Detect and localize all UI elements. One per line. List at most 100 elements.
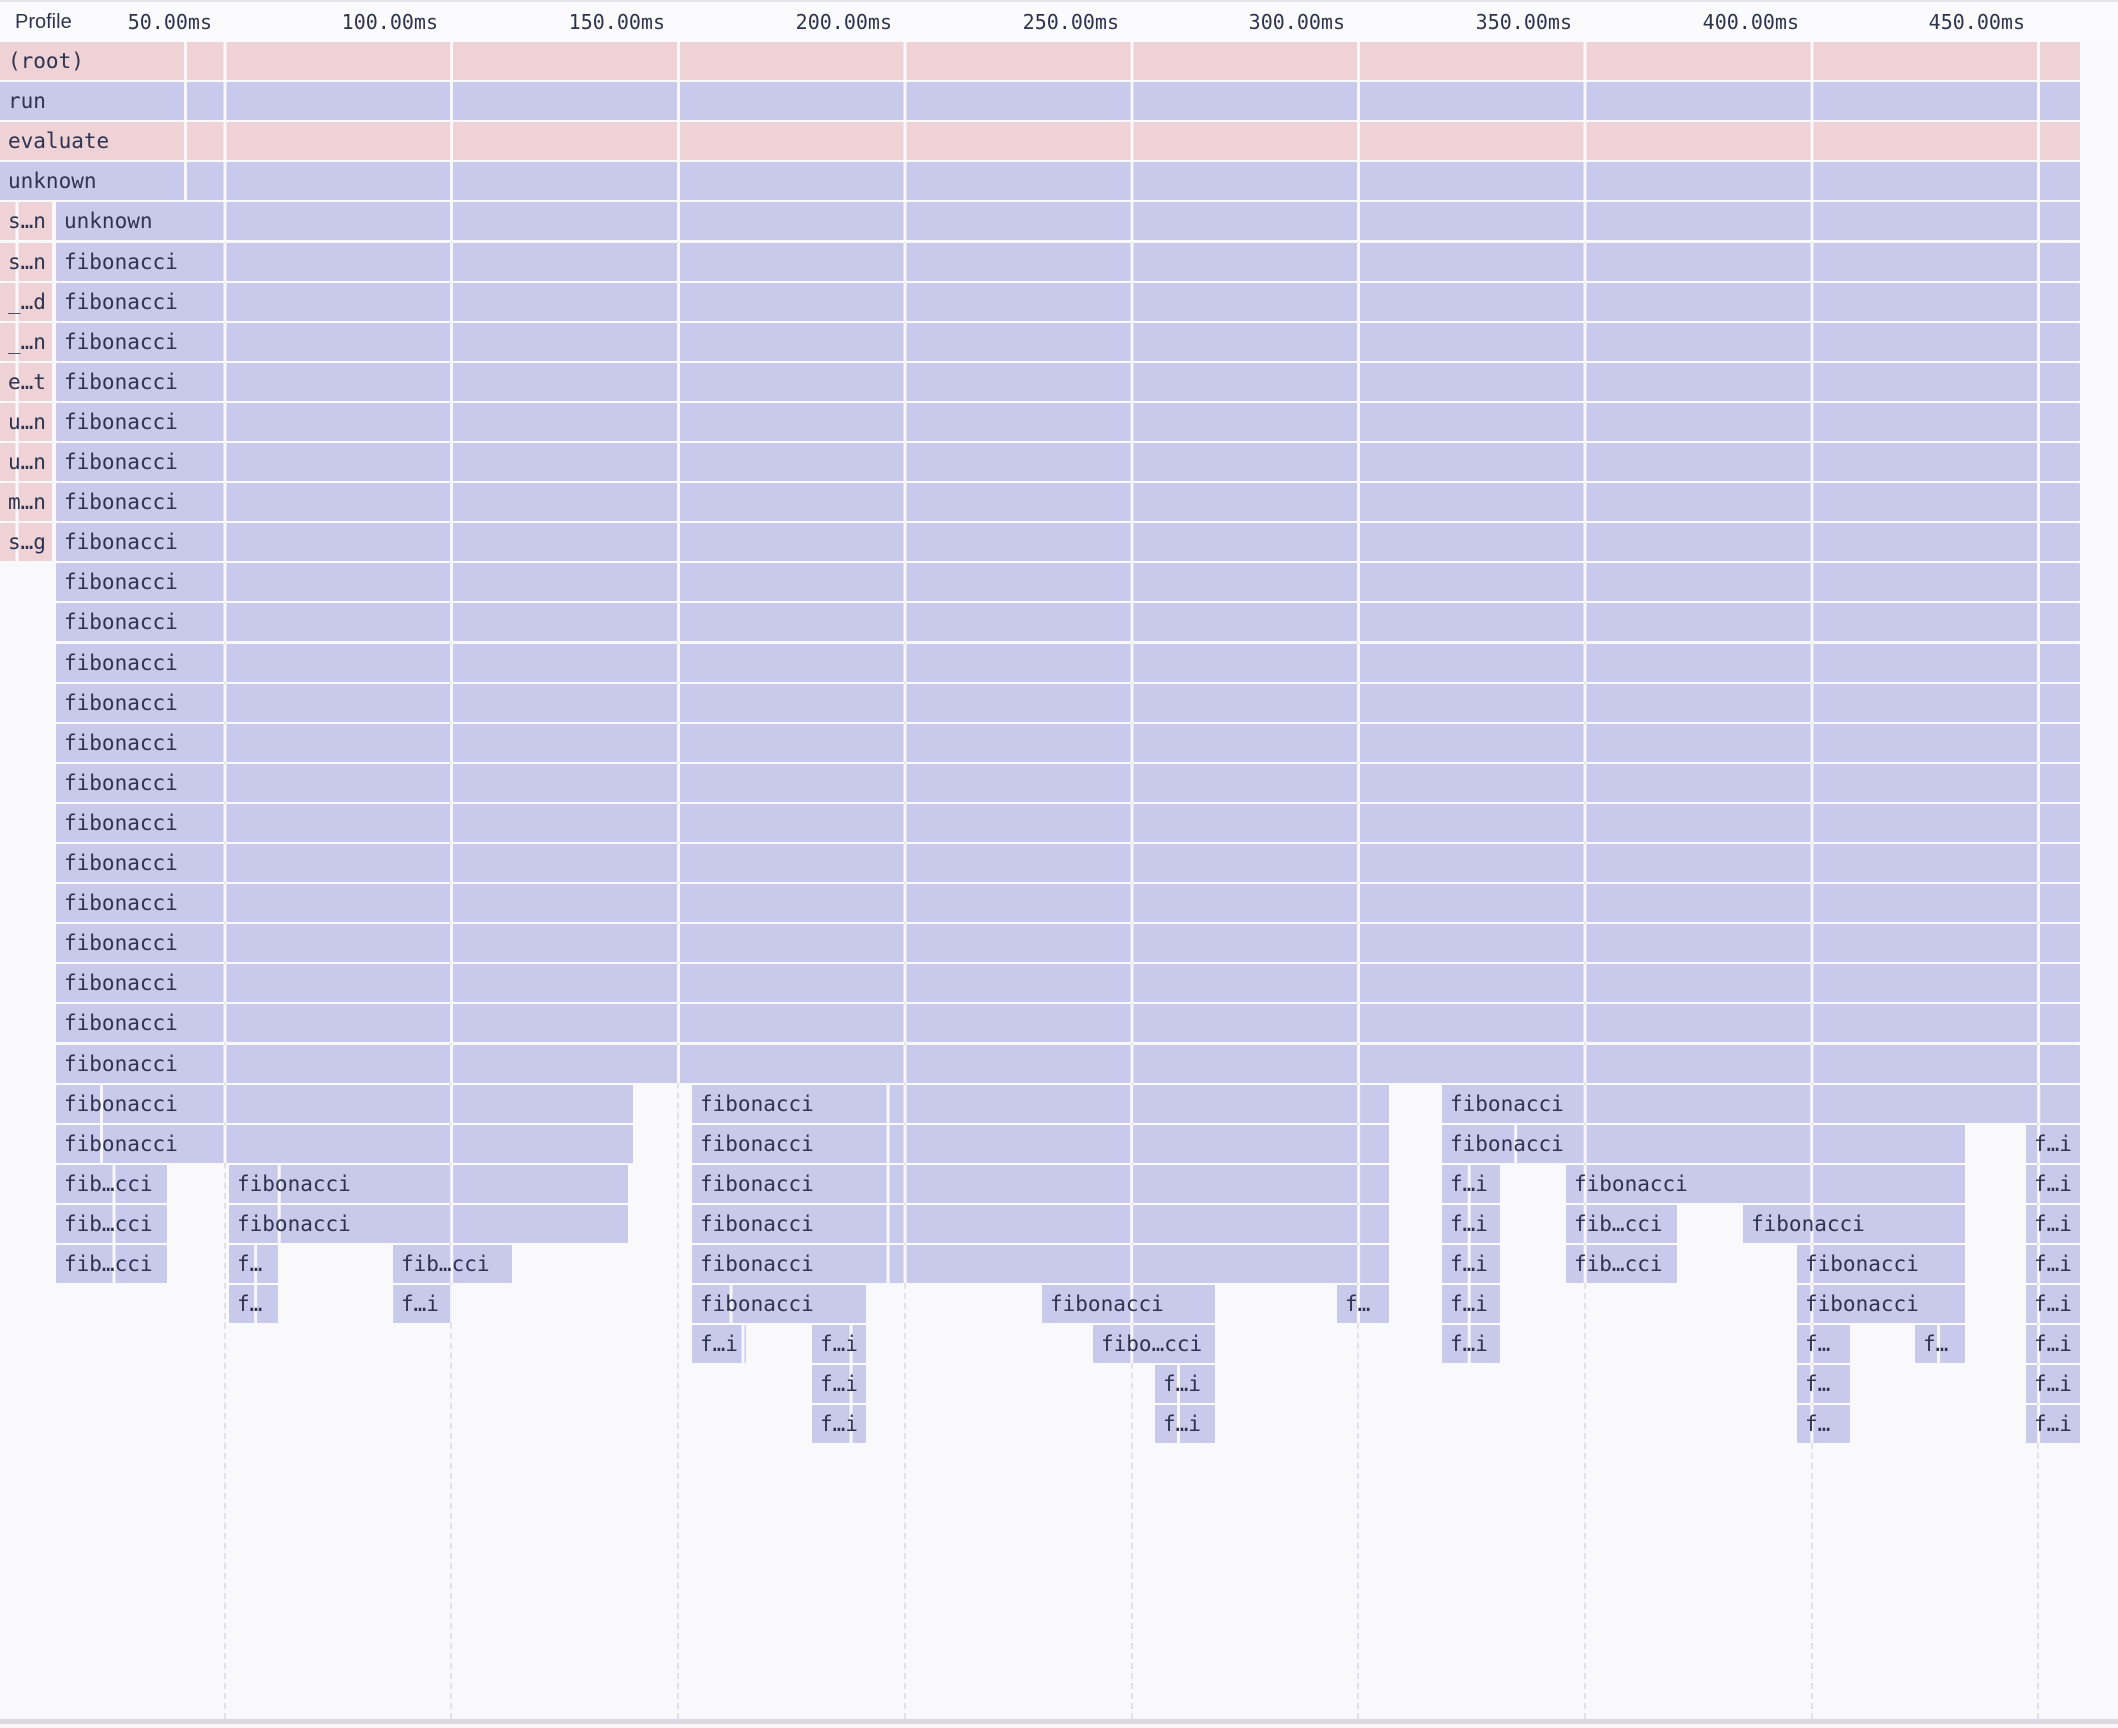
flame-bar[interactable]: fibonacci xyxy=(56,362,2080,401)
flame-bar[interactable]: fibonacci xyxy=(56,1044,2080,1083)
flame-bar[interactable]: f…i xyxy=(1442,1325,1500,1364)
time-tick-label: 400.00ms xyxy=(1702,10,1799,34)
flame-bar[interactable]: f…i xyxy=(2026,1204,2080,1243)
flame-bar[interactable]: f…i xyxy=(1442,1245,1500,1283)
flame-bar[interactable]: fibonacci xyxy=(1566,1164,1965,1203)
time-tick-label: 300.00ms xyxy=(1248,10,1345,34)
flame-bar[interactable]: fibonacci xyxy=(56,1084,633,1123)
flame-bar[interactable]: fibonacci xyxy=(56,683,2080,722)
flame-bar[interactable]: fibonacci xyxy=(56,723,2080,762)
time-tick-label: 250.00ms xyxy=(1022,10,1119,34)
profile-label: Profile xyxy=(15,11,72,33)
time-tick-label: 50.00ms xyxy=(127,10,212,34)
flame-bar[interactable]: fib…cci xyxy=(1566,1204,1677,1243)
flame-bar[interactable]: fibonacci xyxy=(692,1084,1389,1123)
flame-bar[interactable]: fibonacci xyxy=(229,1164,628,1203)
flame-bar[interactable]: f…i xyxy=(2026,1124,2080,1163)
flame-bar[interactable]: fibonacci xyxy=(1743,1204,1965,1243)
flame-bar[interactable]: fibonacci xyxy=(1442,1124,1965,1163)
flame-bar[interactable]: fibonacci xyxy=(56,322,2080,361)
flame-bar[interactable]: fib…cci xyxy=(393,1245,512,1283)
flame-bar[interactable]: f… xyxy=(1797,1365,1850,1404)
flame-bar[interactable]: fibonacci xyxy=(229,1204,628,1243)
flame-bar[interactable]: f… xyxy=(229,1245,278,1283)
flame-bar[interactable]: fib…cci xyxy=(1566,1245,1677,1283)
flame-bar[interactable]: _…n xyxy=(0,322,52,361)
flame-bar[interactable]: f… xyxy=(1337,1285,1389,1324)
flame-bar[interactable]: f…i xyxy=(812,1405,866,1444)
flame-bar[interactable]: f…i xyxy=(393,1285,453,1324)
flame-bar[interactable]: fibo…cci xyxy=(1093,1325,1215,1364)
flame-bar[interactable]: fibonacci xyxy=(56,603,2080,642)
flame-bar[interactable]: u…n xyxy=(0,402,52,441)
time-tick-label: 150.00ms xyxy=(568,10,665,34)
flame-bar[interactable]: f…i xyxy=(1155,1365,1215,1404)
flame-bar[interactable]: unknown xyxy=(56,202,2080,241)
flame-bar[interactable]: fib…cci xyxy=(56,1204,167,1243)
flame-bar[interactable]: fibonacci xyxy=(56,242,2080,281)
flame-bar[interactable]: evaluate xyxy=(0,122,2080,161)
flame-bar[interactable]: fibonacci xyxy=(1797,1245,1965,1283)
flame-bar[interactable]: fibonacci xyxy=(56,1004,2080,1043)
flame-bar[interactable]: f…i xyxy=(2026,1325,2080,1364)
flame-bar[interactable]: fibonacci xyxy=(56,924,2080,963)
flame-bar[interactable]: f…i xyxy=(1442,1204,1500,1243)
flame-bar[interactable]: fibonacci xyxy=(56,402,2080,441)
flame-bar[interactable]: fibonacci xyxy=(56,563,2080,602)
flame-bar[interactable]: f…i xyxy=(692,1325,746,1364)
time-tick-label: 100.00ms xyxy=(341,10,438,34)
flame-bar[interactable]: f…i xyxy=(2026,1405,2080,1444)
time-tick-label: 200.00ms xyxy=(795,10,892,34)
flame-bar[interactable]: fibonacci xyxy=(56,763,2080,802)
flame-bar[interactable]: fib…cci xyxy=(56,1245,167,1283)
flame-bar[interactable]: fibonacci xyxy=(56,643,2080,682)
flame-bar[interactable]: f… xyxy=(1797,1405,1850,1444)
flame-bar[interactable]: f…i xyxy=(1442,1164,1500,1203)
flame-bar[interactable]: f…i xyxy=(1442,1285,1500,1324)
flame-bar[interactable]: f… xyxy=(229,1285,278,1324)
flame-bar[interactable]: (root) xyxy=(0,42,2080,80)
flame-bar[interactable]: _…d xyxy=(0,282,52,321)
flame-bar[interactable]: fibonacci xyxy=(56,483,2080,522)
flame-bar[interactable]: fibonacci xyxy=(56,1124,633,1163)
time-tick-label: 450.00ms xyxy=(1928,10,2025,34)
flame-bar[interactable]: f…i xyxy=(812,1325,866,1364)
flame-bar[interactable]: s…g xyxy=(0,523,52,562)
flame-bar[interactable]: fibonacci xyxy=(56,282,2080,321)
flame-bar[interactable]: fib…cci xyxy=(56,1164,167,1203)
flame-bar[interactable]: f…i xyxy=(1155,1405,1215,1444)
timeline-ruler: Profile 50.00ms 100.00ms 150.00ms 200.00ms 2… xyxy=(0,0,2118,42)
flame-bar[interactable]: e…t xyxy=(0,362,52,401)
flame-bar[interactable]: fibonacci xyxy=(692,1204,1389,1243)
flame-bar[interactable]: fibonacci xyxy=(56,844,2080,882)
flame-bar[interactable]: fibonacci xyxy=(56,884,2080,923)
flame-bar[interactable]: fibonacci xyxy=(56,964,2080,1003)
flame-bar[interactable]: run xyxy=(0,82,2080,121)
flame-bar[interactable]: f…i xyxy=(2026,1245,2080,1283)
flame-bar[interactable]: s…n xyxy=(0,202,52,241)
flame-bar[interactable]: u…n xyxy=(0,443,52,481)
flame-bar[interactable]: s…n xyxy=(0,242,52,281)
flame-bar[interactable]: f…i xyxy=(2026,1365,2080,1404)
flame-bar[interactable]: fibonacci xyxy=(692,1124,1389,1163)
flame-bar[interactable]: fibonacci xyxy=(1042,1285,1215,1324)
flame-bar[interactable]: m…n xyxy=(0,483,52,522)
flame-bar[interactable]: f…i xyxy=(2026,1164,2080,1203)
flame-bar[interactable]: f… xyxy=(1915,1325,1965,1364)
bottom-scrollbar-track xyxy=(0,1719,2118,1724)
flame-bar[interactable]: fibonacci xyxy=(56,523,2080,562)
flame-bar[interactable]: fibonacci xyxy=(1797,1285,1965,1324)
flame-bar[interactable]: fibonacci xyxy=(692,1164,1389,1203)
time-tick-label: 350.00ms xyxy=(1475,10,1572,34)
flame-bar[interactable]: f…i xyxy=(812,1365,866,1404)
flame-bar[interactable]: fibonacci xyxy=(56,803,2080,842)
flame-bar[interactable]: unknown xyxy=(0,162,2080,201)
flame-bar[interactable]: fibonacci xyxy=(692,1285,866,1324)
flame-bar[interactable]: fibonacci xyxy=(692,1245,1389,1283)
flame-bar[interactable]: f…i xyxy=(2026,1285,2080,1324)
flame-bar[interactable]: fibonacci xyxy=(1442,1084,2080,1123)
flame-bar[interactable]: fibonacci xyxy=(56,443,2080,481)
flame-bar[interactable]: f… xyxy=(1797,1325,1850,1364)
